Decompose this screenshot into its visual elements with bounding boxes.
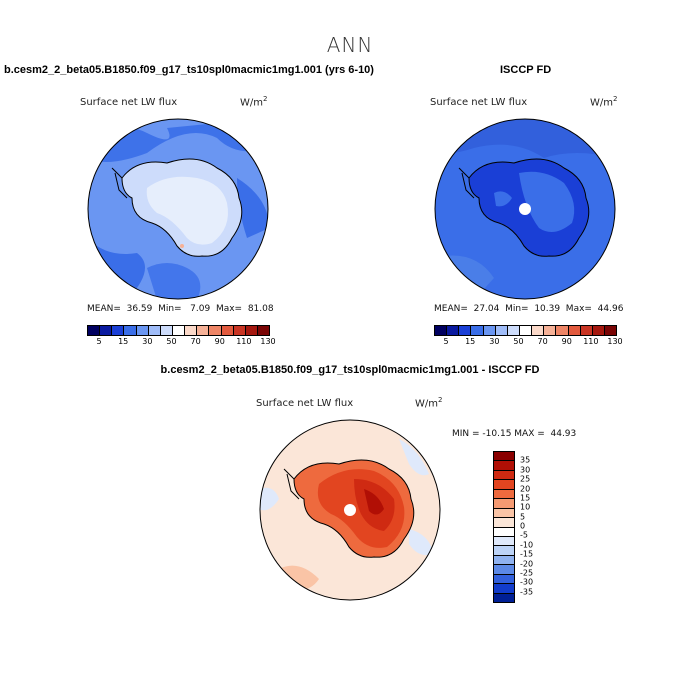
panel-3-map: [259, 419, 441, 601]
panel-3-colorbar-swatch: [494, 584, 514, 594]
figure-title: ANN: [326, 33, 374, 57]
panel-3-colorbar-swatch: [494, 518, 514, 528]
panel-3-colorbar-tick-label: -25: [520, 568, 534, 578]
panel-2-colorbar-swatch: [580, 326, 593, 335]
panel-1-map: [87, 118, 269, 300]
panel-3-colorbar: [493, 451, 515, 603]
panel-3-colorbar-tick-label: -5: [520, 530, 528, 540]
panel-3-colorbar-swatch: [494, 470, 514, 481]
panel-1-colorbar-swatch: [112, 326, 125, 335]
panel-3-colorbar-swatch: [494, 574, 514, 585]
panel-3-colorbar-tick-label: 30: [520, 465, 531, 475]
panel-1-colorbar-tick-label: 5: [96, 337, 102, 346]
panel-3-colorbar-swatch: [494, 461, 514, 471]
panel-2-stats: MEAN= 27.04 Min= 10.39 Max= 44.96: [434, 304, 624, 314]
panel-1-stats: MEAN= 36.59 Min= 7.09 Max= 81.08: [87, 304, 274, 314]
panel-3-colorbar-swatch: [494, 546, 514, 556]
panel-3-colorbar-swatch: [494, 527, 514, 537]
panel-1-colorbar-tick-label: 70: [190, 337, 201, 346]
panel-2-title: ISCCP FD: [500, 64, 552, 76]
panel-3-colorbar-tick-label: 15: [520, 493, 531, 503]
panel-3-colorbar-tick-label: -30: [520, 577, 534, 587]
panel-3-colorbar-swatch: [494, 452, 514, 462]
panel-3-colorbar-swatch: [494, 536, 514, 547]
panel-2-colorbar-swatch: [519, 326, 533, 335]
panel-3-colorbar-swatch: [494, 593, 514, 602]
panel-3-colorbar-tick-label: -15: [520, 549, 534, 559]
panel-2-colorbar-swatch: [483, 326, 496, 335]
panel-2-colorbar-tick-label: 90: [561, 337, 572, 346]
panel-3-stats: MIN = -10.15 MAX = 44.93: [452, 429, 577, 439]
panel-3-colorbar-tick-label: -20: [520, 559, 534, 568]
panel-1-colorbar-tick-label: 130: [260, 337, 276, 346]
panel-1-colorbar-tick-label: 30: [142, 337, 153, 346]
panel-1-colorbar-swatch: [197, 326, 210, 335]
panel-2-colorbar-tick-label: 130: [607, 337, 623, 346]
panel-3-colorbar-tick-label: 35: [520, 455, 531, 465]
panel-1-colorbar-swatch: [124, 326, 137, 335]
panel-2-colorbar-swatch: [495, 326, 508, 335]
panel-3-colorbar-ticks: 35 30 25 20 15 10 5 0 -5 -10 -15 -20 -25 -30 -35: [520, 451, 560, 601]
panel-2-map: [434, 118, 616, 300]
panel-1-colorbar-swatch: [221, 326, 234, 335]
panel-2-colorbar-swatch: [435, 326, 448, 335]
panel-1-colorbar-swatch: [100, 326, 113, 335]
panel-1-colorbar-tick-label: 90: [214, 337, 225, 346]
panel-3-units: W/m2: [415, 396, 443, 410]
panel-2-colorbar-swatch: [459, 326, 472, 335]
panel-3-colorbar-swatch: [494, 480, 514, 490]
panel-3-field-label: Surface net LW flux: [256, 398, 354, 409]
panel-1-colorbar-swatch: [172, 326, 186, 335]
panel-2-colorbar-tick-label: 70: [537, 337, 548, 346]
panel-3-colorbar-tick-label: -35: [520, 587, 534, 597]
panel-2-units: W/m2: [590, 95, 618, 109]
panel-3-colorbar-tick-label: 25: [520, 474, 531, 484]
panel-2-colorbar-swatch: [532, 326, 545, 335]
panel-1-colorbar-tick-label: 15: [118, 337, 129, 346]
panel-3-colorbar-tick-label: 10: [520, 502, 531, 512]
panel-2-colorbar: [434, 325, 617, 336]
panel-1-colorbar-swatch: [245, 326, 258, 335]
panel-2-field-label: Surface net LW flux: [430, 97, 528, 108]
panel-3-colorbar-tick-label: 0: [520, 521, 526, 531]
panel-1-colorbar-tick-label: 50: [166, 337, 177, 346]
panel-1-colorbar: [87, 325, 270, 336]
panel-1-colorbar-swatch: [209, 326, 222, 335]
panel-2-colorbar-tick-label: 5: [443, 337, 449, 346]
panel-1-field-label: Surface net LW flux: [80, 97, 178, 108]
panel-2-colorbar-swatch: [544, 326, 557, 335]
panel-3-title: b.cesm2_2_beta05.B1850.f09_g17_ts10spl0m…: [160, 364, 540, 376]
panel-2-colorbar-swatch: [556, 326, 569, 335]
panel-3-colorbar-swatch: [494, 565, 514, 575]
panel-1-colorbar-swatch: [136, 326, 149, 335]
panel-1-title: b.cesm2_2_beta05.B1850.f09_g17_ts10spl0m…: [4, 64, 374, 76]
panel-1-colorbar-swatch: [88, 326, 101, 335]
panel-2-colorbar-tick-label: 15: [465, 337, 476, 346]
panel-1-colorbar-swatch: [233, 326, 246, 335]
panel-1-colorbar-swatch: [148, 326, 161, 335]
panel-2-colorbar-swatch: [507, 326, 520, 335]
panel-2-colorbar-tick-label: 30: [489, 337, 500, 346]
panel-2-colorbar-swatch: [604, 326, 617, 335]
panel-1-colorbar-tick-label: 110: [236, 337, 252, 346]
panel-3-colorbar-tick-label: -10: [520, 540, 534, 550]
panel-3-colorbar-swatch: [494, 489, 514, 500]
panel-2-colorbar-tick-label: 50: [513, 337, 524, 346]
panel-3-colorbar-tick-label: 20: [520, 484, 531, 493]
panel-2-colorbar-swatch: [592, 326, 605, 335]
panel-1-colorbar-swatch: [257, 326, 270, 335]
panel-3-colorbar-tick-label: 5: [520, 512, 526, 522]
panel-1-colorbar-swatch: [160, 326, 173, 335]
panel-2-colorbar-tick-label: 110: [583, 337, 599, 346]
panel-2-colorbar-swatch: [447, 326, 460, 335]
panel-2-colorbar-swatch: [471, 326, 484, 335]
panel-3-colorbar-swatch: [494, 555, 514, 566]
panel-2-colorbar-swatch: [568, 326, 581, 335]
panel-1-units: W/m2: [240, 95, 268, 109]
panel-3-colorbar-swatch: [494, 499, 514, 509]
panel-3-colorbar-swatch: [494, 508, 514, 519]
panel-1-colorbar-swatch: [185, 326, 198, 335]
